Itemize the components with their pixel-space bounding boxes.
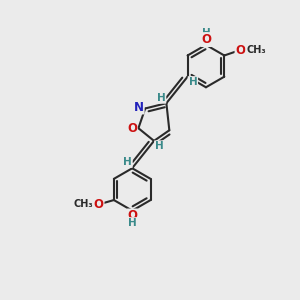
Text: O: O <box>94 198 103 211</box>
Text: H: H <box>188 77 197 87</box>
Text: O: O <box>127 122 137 135</box>
Text: CH₃: CH₃ <box>73 200 93 209</box>
Text: H: H <box>155 141 164 151</box>
Text: O: O <box>127 209 137 223</box>
Text: N: N <box>134 100 144 113</box>
Text: CH₃: CH₃ <box>246 45 266 55</box>
Text: H: H <box>123 157 132 167</box>
Text: H: H <box>128 218 136 228</box>
Text: H: H <box>202 28 211 38</box>
Text: O: O <box>202 33 212 46</box>
Text: O: O <box>236 44 245 57</box>
Text: H: H <box>157 93 166 103</box>
